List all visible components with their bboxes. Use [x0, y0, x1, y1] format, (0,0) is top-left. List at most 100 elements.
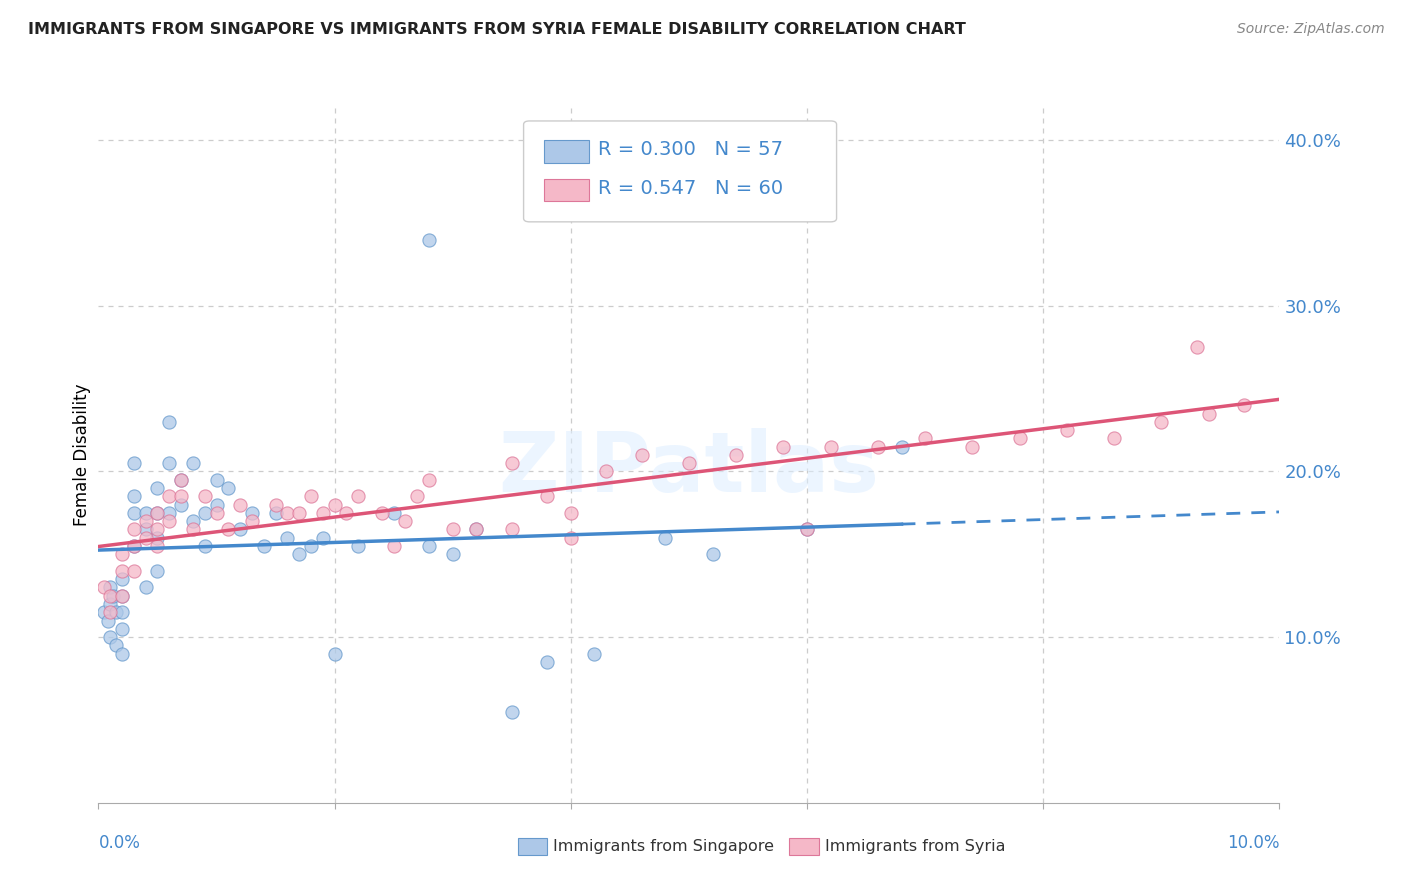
- Point: [323, 647, 346, 661]
- Point: [146, 531, 169, 545]
- Point: [217, 523, 239, 537]
- Point: [122, 506, 145, 520]
- Point: [288, 547, 311, 561]
- Point: [418, 539, 440, 553]
- Point: [93, 581, 115, 595]
- Point: [890, 440, 912, 454]
- Point: [312, 531, 335, 545]
- Text: Immigrants from Singapore: Immigrants from Singapore: [553, 839, 775, 855]
- Point: [98, 581, 121, 595]
- Point: [501, 523, 523, 537]
- Point: [796, 523, 818, 537]
- Point: [1198, 407, 1220, 421]
- Point: [146, 506, 169, 520]
- Point: [299, 489, 322, 503]
- Point: [312, 506, 335, 520]
- Point: [111, 564, 134, 578]
- Point: [111, 622, 134, 636]
- Point: [560, 506, 582, 520]
- Point: [98, 589, 121, 603]
- Point: [122, 456, 145, 470]
- Bar: [544, 140, 589, 162]
- Point: [347, 539, 370, 553]
- Point: [170, 489, 193, 503]
- Point: [583, 647, 606, 661]
- Point: [866, 440, 889, 454]
- Point: [181, 456, 204, 470]
- Point: [101, 589, 124, 603]
- Point: [371, 506, 394, 520]
- Point: [146, 506, 169, 520]
- Point: [382, 506, 405, 520]
- Point: [170, 498, 193, 512]
- Point: [465, 523, 488, 537]
- Point: [217, 481, 239, 495]
- Point: [725, 448, 748, 462]
- Point: [111, 547, 134, 561]
- Point: [122, 539, 145, 553]
- Point: [93, 605, 115, 619]
- Point: [299, 539, 322, 553]
- Point: [135, 514, 157, 528]
- Point: [240, 506, 263, 520]
- Point: [253, 539, 276, 553]
- Point: [1008, 431, 1031, 445]
- Point: [157, 506, 180, 520]
- Point: [1150, 415, 1173, 429]
- Point: [560, 531, 582, 545]
- Point: [772, 440, 794, 454]
- Point: [122, 489, 145, 503]
- Point: [630, 448, 652, 462]
- Point: [194, 506, 217, 520]
- Point: [465, 523, 488, 537]
- Point: [98, 630, 121, 644]
- Point: [501, 705, 523, 719]
- Y-axis label: Female Disability: Female Disability: [73, 384, 91, 526]
- Point: [146, 564, 169, 578]
- Text: IMMIGRANTS FROM SINGAPORE VS IMMIGRANTS FROM SYRIA FEMALE DISABILITY CORRELATION: IMMIGRANTS FROM SINGAPORE VS IMMIGRANTS …: [28, 22, 966, 37]
- Point: [111, 589, 134, 603]
- Point: [1185, 340, 1208, 354]
- Point: [105, 605, 128, 619]
- Point: [157, 489, 180, 503]
- Bar: [789, 838, 818, 855]
- Point: [264, 498, 287, 512]
- Point: [111, 647, 134, 661]
- Point: [323, 498, 346, 512]
- Point: [135, 531, 157, 545]
- Point: [157, 456, 180, 470]
- Point: [98, 605, 121, 619]
- Point: [654, 531, 676, 545]
- FancyBboxPatch shape: [523, 121, 837, 222]
- Point: [914, 431, 936, 445]
- Point: [157, 415, 180, 429]
- Point: [146, 523, 169, 537]
- Point: [194, 489, 217, 503]
- Point: [406, 489, 429, 503]
- Point: [229, 523, 252, 537]
- Point: [111, 605, 134, 619]
- Point: [1102, 431, 1125, 445]
- Point: [97, 614, 120, 628]
- Text: Immigrants from Syria: Immigrants from Syria: [825, 839, 1005, 855]
- Point: [288, 506, 311, 520]
- Point: [240, 514, 263, 528]
- Point: [536, 489, 558, 503]
- Point: [678, 456, 700, 470]
- Text: R = 0.547   N = 60: R = 0.547 N = 60: [598, 179, 783, 198]
- Point: [347, 489, 370, 503]
- Point: [264, 506, 287, 520]
- Point: [418, 233, 440, 247]
- Point: [135, 581, 157, 595]
- Point: [135, 523, 157, 537]
- Point: [111, 589, 134, 603]
- Point: [962, 440, 984, 454]
- Point: [820, 440, 842, 454]
- Point: [205, 506, 228, 520]
- Point: [146, 539, 169, 553]
- Point: [441, 523, 464, 537]
- Point: [205, 473, 228, 487]
- Point: [418, 473, 440, 487]
- Point: [702, 547, 724, 561]
- Point: [382, 539, 405, 553]
